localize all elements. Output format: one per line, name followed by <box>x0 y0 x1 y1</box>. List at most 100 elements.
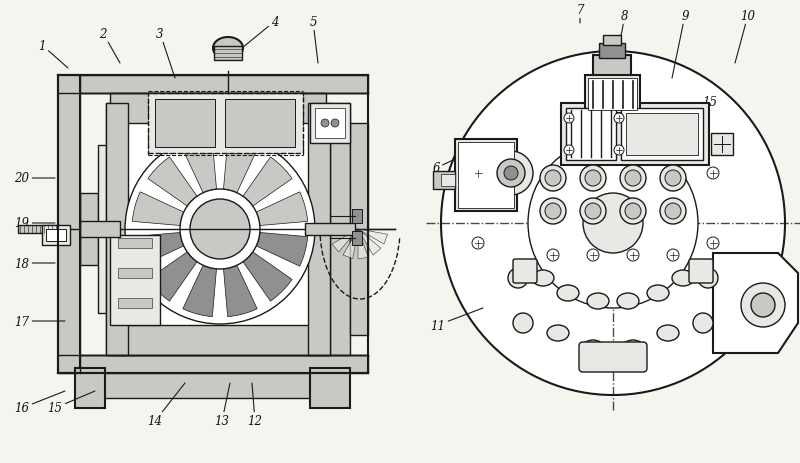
Text: 19: 19 <box>14 217 55 230</box>
Circle shape <box>564 114 574 124</box>
Ellipse shape <box>582 340 604 356</box>
Circle shape <box>627 250 639 262</box>
Text: 11: 11 <box>430 308 483 332</box>
Bar <box>585 76 640 114</box>
Circle shape <box>564 146 574 156</box>
FancyBboxPatch shape <box>579 342 647 372</box>
Bar <box>118 238 152 249</box>
Bar <box>118 298 152 308</box>
Text: 10: 10 <box>735 9 755 64</box>
Text: 14: 14 <box>147 383 185 427</box>
Bar <box>118 269 152 278</box>
Polygon shape <box>148 157 197 206</box>
Circle shape <box>547 250 559 262</box>
Circle shape <box>504 167 518 181</box>
Polygon shape <box>358 230 387 244</box>
Circle shape <box>580 166 606 192</box>
Circle shape <box>614 114 624 124</box>
Circle shape <box>620 199 646 225</box>
Bar <box>566 109 616 161</box>
Polygon shape <box>256 233 308 267</box>
Bar <box>352 210 362 224</box>
Circle shape <box>528 139 698 308</box>
Ellipse shape <box>125 135 315 324</box>
Circle shape <box>587 250 599 262</box>
Bar <box>58 76 368 94</box>
Bar <box>310 104 350 144</box>
Circle shape <box>508 269 528 288</box>
Bar <box>626 114 698 156</box>
Text: 15: 15 <box>47 391 95 414</box>
Circle shape <box>665 204 681 219</box>
FancyBboxPatch shape <box>689 259 713 283</box>
Bar <box>350 124 368 335</box>
Bar <box>330 104 350 355</box>
Circle shape <box>497 160 525 188</box>
Bar <box>603 36 621 46</box>
Ellipse shape <box>547 325 569 341</box>
Polygon shape <box>243 157 292 206</box>
Bar <box>305 224 355 236</box>
Circle shape <box>545 204 561 219</box>
Bar <box>455 140 517 212</box>
Circle shape <box>707 168 719 180</box>
Bar <box>42 225 70 245</box>
Bar <box>561 104 709 166</box>
Circle shape <box>472 238 484 250</box>
Bar <box>110 325 326 355</box>
Ellipse shape <box>672 270 694 287</box>
Bar <box>106 104 330 355</box>
Bar <box>441 175 455 187</box>
Circle shape <box>614 146 624 156</box>
Bar <box>155 100 215 148</box>
Ellipse shape <box>587 294 609 309</box>
Circle shape <box>585 204 601 219</box>
Bar <box>98 146 106 313</box>
Polygon shape <box>713 253 798 353</box>
Bar <box>310 368 350 408</box>
Text: 8: 8 <box>613 9 629 79</box>
Polygon shape <box>358 230 368 259</box>
Bar <box>458 143 514 208</box>
Bar <box>225 100 295 148</box>
Polygon shape <box>223 142 257 194</box>
Bar <box>80 194 98 265</box>
Text: 9: 9 <box>672 9 689 79</box>
Circle shape <box>707 238 719 250</box>
Text: 3: 3 <box>156 27 175 79</box>
Ellipse shape <box>617 294 639 309</box>
Circle shape <box>472 168 484 180</box>
Circle shape <box>540 166 566 192</box>
FancyBboxPatch shape <box>513 259 537 283</box>
Bar <box>214 47 242 61</box>
Circle shape <box>321 120 329 128</box>
Circle shape <box>751 294 775 317</box>
Text: 1: 1 <box>38 39 68 69</box>
Polygon shape <box>332 230 358 252</box>
Circle shape <box>620 166 646 192</box>
Polygon shape <box>148 252 197 301</box>
Polygon shape <box>183 266 217 317</box>
Bar <box>148 94 303 154</box>
Text: 13: 13 <box>214 383 230 427</box>
Circle shape <box>545 171 561 187</box>
Circle shape <box>585 171 601 187</box>
Circle shape <box>489 152 533 195</box>
Ellipse shape <box>180 189 260 269</box>
Bar <box>18 225 60 233</box>
Bar <box>110 236 160 325</box>
Text: 4: 4 <box>242 15 278 49</box>
Ellipse shape <box>557 285 579 301</box>
Polygon shape <box>343 230 358 259</box>
Circle shape <box>660 199 686 225</box>
Bar <box>593 56 631 76</box>
Circle shape <box>583 194 643 253</box>
Polygon shape <box>132 233 184 267</box>
Bar <box>75 368 105 408</box>
Circle shape <box>580 199 606 225</box>
Circle shape <box>625 171 641 187</box>
Bar <box>315 109 345 139</box>
Text: 15: 15 <box>702 95 718 117</box>
Circle shape <box>665 171 681 187</box>
Ellipse shape <box>647 285 669 301</box>
